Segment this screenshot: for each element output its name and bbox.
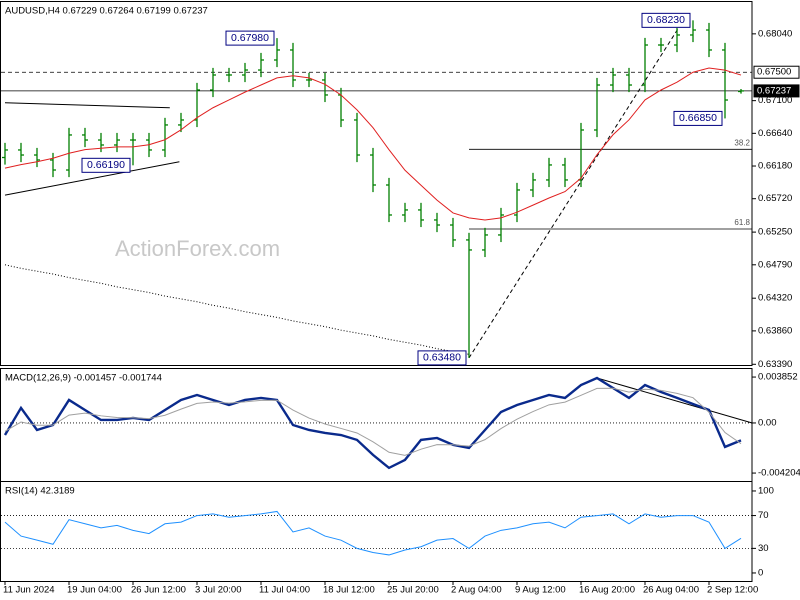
fib-level-label: 38.2 bbox=[734, 138, 750, 147]
panel-title: AUDUSD,H4 0.67229 0.67264 0.67199 0.6723… bbox=[5, 6, 208, 17]
series-line bbox=[3, 376, 742, 470]
y-tick-label: 0.63390 bbox=[758, 359, 792, 370]
trendline bbox=[4, 161, 180, 196]
y-tick-label: 0.003852 bbox=[758, 372, 798, 383]
x-tick-label: 11 Jul 04:00 bbox=[259, 585, 310, 596]
x-tick-label: 11 Jun 2024 bbox=[3, 585, 55, 596]
y-tick-label: 0.64790 bbox=[758, 259, 792, 270]
x-tick-label: 26 Jun 12:00 bbox=[131, 585, 186, 596]
y-tick-label: 0.66640 bbox=[758, 128, 792, 139]
x-tick-label: 16 Aug 20:00 bbox=[579, 585, 635, 596]
annotation-label: 0.67980 bbox=[231, 32, 269, 44]
panel-title: MACD(12,26,9) -0.001457 -0.001744 bbox=[5, 373, 162, 384]
annotation-label: 0.63480 bbox=[423, 352, 461, 364]
annotation-box bbox=[641, 12, 691, 28]
x-tick-label: 18 Jul 12:00 bbox=[323, 585, 375, 596]
y-tick-label: 0.67100 bbox=[758, 95, 792, 106]
annotation-label: 0.68230 bbox=[647, 14, 685, 26]
trendline bbox=[468, 20, 684, 359]
panel-frame bbox=[0, 368, 753, 482]
panel-title: RSI(14) 42.3189 bbox=[5, 486, 75, 497]
x-tick-label: 2 Sep 12:00 bbox=[707, 585, 758, 596]
trendline bbox=[4, 102, 170, 109]
y-tick-label: 0.68040 bbox=[758, 28, 792, 39]
price-label-box bbox=[753, 84, 800, 98]
y-tick-label: 0.66180 bbox=[758, 161, 792, 172]
x-tick-label: 9 Aug 12:00 bbox=[515, 585, 566, 596]
annotation-box bbox=[673, 110, 723, 126]
y-tick-label: 0.65720 bbox=[758, 193, 792, 204]
x-tick-label: 2 Aug 04:00 bbox=[451, 585, 502, 596]
annotation-box bbox=[81, 157, 131, 173]
fib-level-label: 61.8 bbox=[734, 218, 750, 227]
y-tick-label: 0.65250 bbox=[758, 227, 792, 238]
series-line bbox=[4, 510, 742, 556]
y-tick-label: 0.00 bbox=[758, 417, 777, 428]
price-label: 0.67237 bbox=[757, 85, 791, 96]
y-tick-label: 0.63860 bbox=[758, 325, 792, 336]
y-tick-label: 0 bbox=[758, 567, 763, 578]
series-line bbox=[4, 67, 742, 221]
annotation-label: 0.66190 bbox=[87, 159, 125, 171]
y-tick-label: 100 bbox=[758, 485, 774, 496]
y-tick-label: 30 bbox=[758, 543, 769, 554]
panel-frame bbox=[0, 481, 753, 582]
annotation-box bbox=[417, 350, 467, 366]
series-line bbox=[4, 387, 742, 456]
watermark: ActionForex.com bbox=[115, 236, 280, 261]
x-tick-label: 19 Jun 04:00 bbox=[67, 585, 122, 596]
x-tick-label: 3 Jul 20:00 bbox=[195, 585, 241, 596]
x-tick-label: 26 Aug 04:00 bbox=[643, 585, 699, 596]
series-line bbox=[4, 264, 470, 355]
y-tick-label: -0.004204 bbox=[758, 468, 800, 479]
y-tick-label: 70 bbox=[758, 510, 769, 521]
y-tick-label: 0.64320 bbox=[758, 293, 792, 304]
price-label-box bbox=[753, 65, 800, 79]
price-label: 0.67500 bbox=[757, 67, 791, 78]
annotation-box bbox=[225, 30, 275, 46]
annotation-label: 0.66850 bbox=[679, 112, 717, 124]
panel-frame bbox=[0, 1, 753, 366]
x-tick-label: 25 Jul 20:00 bbox=[387, 585, 439, 596]
trendline bbox=[596, 377, 753, 424]
